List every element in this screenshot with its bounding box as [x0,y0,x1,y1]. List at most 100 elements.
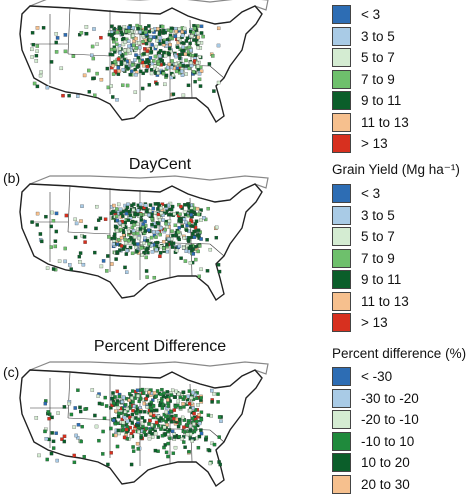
county-cell [45,457,49,462]
county-cell [121,230,126,235]
panel-letter: (b) [3,170,21,186]
county-cell [189,218,193,222]
legend-item: 5 to 7 [332,47,409,69]
county-cell [187,389,192,393]
county-cell [34,416,39,420]
county-cell [109,84,113,88]
county-cell [134,53,138,57]
county-cell [207,448,212,453]
county-cell [131,445,135,449]
county-cell [80,424,84,429]
county-cell [142,52,146,56]
county-cell [68,263,72,267]
county-cell [161,239,166,244]
legend-item: > 13 [332,312,460,334]
county-cell [78,251,83,255]
county-cell [183,52,188,56]
county-cell [135,423,139,428]
county-cell [195,206,200,211]
county-cell [95,204,99,209]
county-cell [140,86,145,91]
county-cell [216,80,221,85]
county-cell [144,41,149,46]
county-cell [73,406,77,410]
county-cell [148,56,153,60]
county-cell [182,425,186,429]
county-cell [169,207,174,212]
panel-letter: (c) [3,364,20,380]
county-cell [147,242,151,246]
county-cell [160,24,165,29]
county-cell [80,204,84,208]
county-cell [116,428,121,433]
county-cell [147,83,152,87]
legend-swatch [332,184,351,204]
county-cell [127,25,131,30]
county-cell [54,229,59,234]
county-cell [180,30,184,34]
county-cell [187,221,192,226]
county-cell [115,250,119,254]
county-cell [168,201,173,206]
yield-map-observed [19,0,269,124]
county-cell [174,413,178,418]
county-cell [77,254,82,259]
county-cell [172,408,177,412]
county-cell [79,439,83,444]
legend-swatch [332,270,351,290]
county-cell [35,26,40,30]
county-cell [177,202,181,207]
county-cell [112,26,116,31]
county-cell [35,211,40,216]
county-cell [216,43,221,48]
county-cell [117,411,121,416]
county-cell [164,410,169,414]
county-cell [131,33,135,38]
legend-swatch [332,48,351,68]
county-cell [144,255,148,260]
county-cell [164,221,168,226]
county-cell [191,247,195,251]
county-cell [123,237,127,242]
county-cell [147,390,151,395]
county-cell [199,218,203,222]
county-cell [159,416,163,420]
county-cell [191,252,196,256]
county-cell [158,254,162,259]
county-cell [138,59,142,63]
county-cell [51,219,56,223]
county-cell [186,421,191,425]
county-cell [126,202,130,206]
county-cell [109,451,113,455]
county-cell [135,388,140,393]
county-cell [136,208,140,213]
county-cell [164,414,168,419]
county-cell [188,41,192,46]
county-cell [138,45,142,50]
county-cell [216,392,220,396]
percent-difference-map [19,361,269,488]
county-cell [145,405,149,409]
county-cell [35,44,40,48]
county-cell [158,232,162,237]
legend-label: 3 to 5 [361,28,395,44]
county-cell [177,417,182,422]
county-cell [124,211,129,216]
county-cell [207,62,212,66]
legend-label: 7 to 9 [361,71,395,87]
county-cell [167,213,171,217]
legend-b: Grain Yield (Mg ha⁻¹) < 3 3 to 5 5 to 7 7 t… [332,162,460,334]
county-cell [177,226,181,230]
county-cell [144,248,148,252]
legend-label: 10 to 20 [361,455,410,471]
county-cell [114,207,119,211]
county-cell [120,32,125,37]
county-cell [93,250,97,255]
county-cell [166,454,170,459]
county-cell [184,39,189,43]
county-cell [171,233,175,238]
county-cell [64,213,69,218]
legend-swatch [332,134,351,154]
legend-label: > 13 [361,315,388,331]
county-cell [119,244,124,248]
